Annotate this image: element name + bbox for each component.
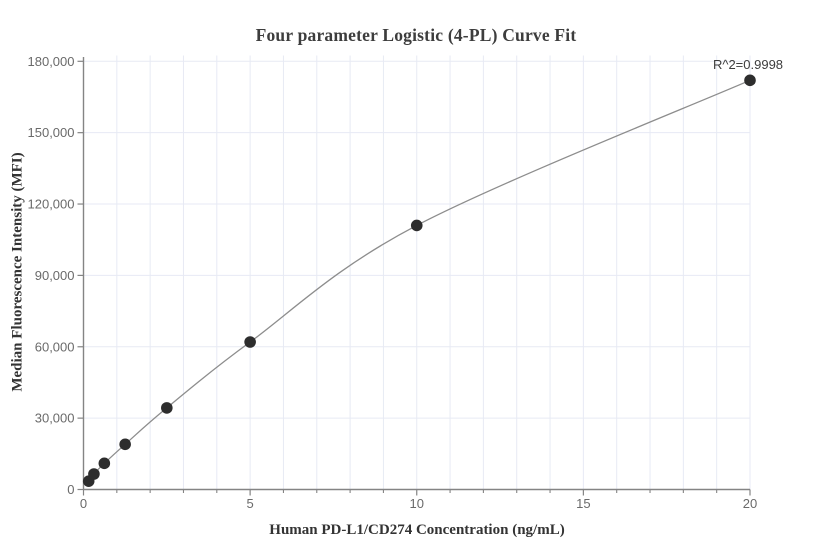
x-tick-label: 5: [247, 496, 254, 511]
y-tick-label: 90,000: [35, 268, 75, 283]
data-point: [88, 468, 100, 480]
r-squared-annotation: R^2=0.9998: [712, 57, 784, 72]
data-point: [410, 219, 423, 232]
x-tick-label: 10: [410, 496, 424, 511]
x-axis-title: Human PD-L1/CD274 Concentration (ng/mL): [269, 522, 565, 538]
data-point: [744, 74, 756, 87]
x-tick-label: 0: [80, 496, 87, 511]
y-tick-label: 150,000: [28, 125, 75, 140]
y-axis-title: Median Fluorescence Intensity (MFI): [9, 152, 26, 392]
fit-curve: [88, 79, 751, 482]
y-tick-label: 30,000: [35, 411, 75, 426]
x-tick-label: 15: [576, 496, 590, 511]
chart-title: Four parameter Logistic (4-PL) Curve Fit: [255, 25, 577, 45]
y-tick-label: 60,000: [35, 339, 75, 354]
y-tick-label: 180,000: [28, 54, 75, 69]
data-point: [161, 402, 173, 414]
y-tick-label: 0: [67, 482, 74, 497]
data-point: [98, 457, 111, 470]
x-tick-label: 20: [743, 496, 757, 511]
data-point: [244, 336, 256, 348]
y-tick-label: 120,000: [28, 197, 75, 212]
data-point: [119, 438, 131, 451]
